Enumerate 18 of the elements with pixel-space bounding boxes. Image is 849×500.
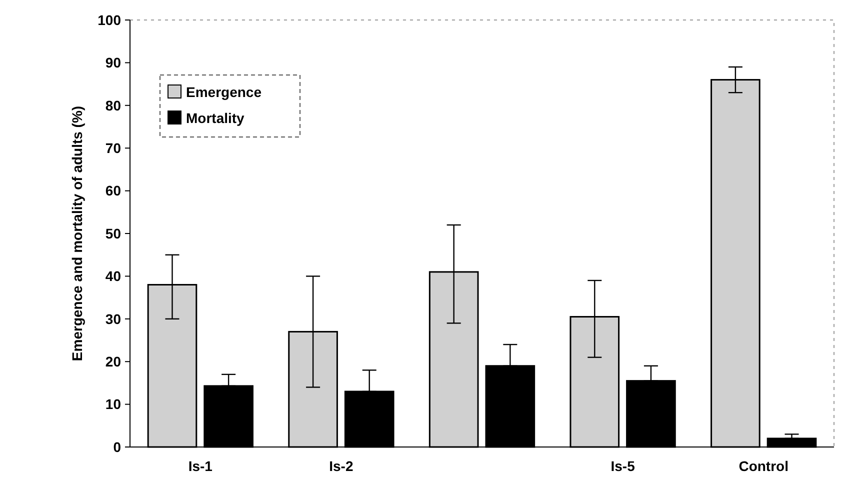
x-tick-label: Is-5 (610, 458, 636, 474)
y-tick-label: 60 (105, 182, 122, 199)
y-tick-label: 30 (105, 310, 122, 327)
y-tick-label: 20 (105, 354, 122, 370)
y-axis-title: Emergence and mortality of adults (%) (69, 106, 85, 362)
y-tick-label: 50 (105, 225, 122, 242)
y-tick-label: 0 (113, 438, 122, 455)
legend-label: Emergence (186, 84, 262, 100)
y-tick-label: 70 (105, 140, 122, 156)
y-tick-label: 40 (105, 268, 122, 284)
x-tick-label: Is-1 (188, 458, 213, 474)
y-tick-label: 80 (105, 97, 122, 114)
x-tick-label: Is-2 (329, 458, 354, 474)
y-tick-label: 10 (105, 396, 122, 412)
y-tick-label: 90 (105, 54, 122, 71)
x-tick-label: Control (738, 458, 788, 474)
y-tick-label: 100 (98, 12, 122, 28)
legend-label: Mortality (186, 110, 245, 126)
